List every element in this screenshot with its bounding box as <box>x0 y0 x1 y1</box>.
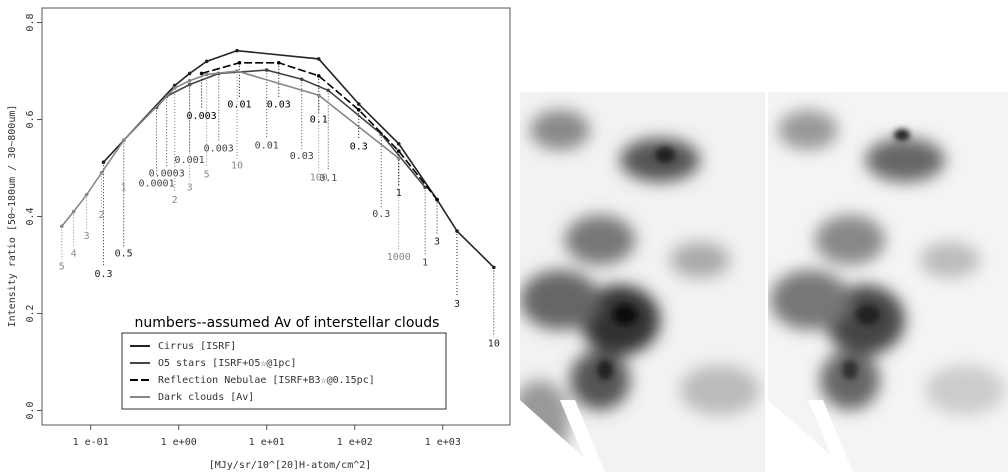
data-point <box>204 72 209 77</box>
x-tick-label: 1 e+01 <box>249 437 285 448</box>
point-label: 0.3 <box>350 142 368 153</box>
point-label: 0.0001 <box>138 179 174 190</box>
y-tick-label: 0.0 <box>25 401 36 419</box>
point-label: 0.003 <box>204 144 234 155</box>
data-point <box>84 192 89 197</box>
point-label: 1 <box>121 182 127 193</box>
data-point <box>235 48 239 53</box>
point-label: 5 <box>204 169 210 180</box>
y-tick-label: 0.4 <box>25 207 36 225</box>
legend-label: Dark clouds [Av] <box>158 392 254 403</box>
point-label: 1 <box>396 188 402 199</box>
legend-title: numbers--assumed Av of interstellar clou… <box>135 315 440 331</box>
data-point <box>326 88 331 93</box>
point-label: 0.3 <box>95 269 113 280</box>
data-point <box>264 68 269 72</box>
data-point <box>71 209 76 214</box>
data-point <box>396 156 401 161</box>
point-label: 0.003 <box>187 111 217 122</box>
point-label: 0.1 <box>319 173 337 184</box>
y-axis-label: Intensity ratio [50~180um / 30~800um] <box>7 105 18 328</box>
data-point <box>455 229 459 233</box>
map-image <box>520 92 765 472</box>
point-label: 2 <box>172 195 178 206</box>
data-point <box>356 108 361 112</box>
x-tick-label: 1 e+02 <box>337 437 373 448</box>
point-label: 3 <box>84 231 90 242</box>
point-label: 1000 <box>387 252 411 263</box>
y-tick-label: 0.2 <box>25 304 36 322</box>
point-label: 4 <box>71 248 77 259</box>
point-label: 3 <box>454 299 460 310</box>
point-label: 0.0003 <box>149 168 185 179</box>
data-point <box>235 69 239 73</box>
point-label: 2 <box>99 210 105 221</box>
x-tick-label: 1 e-01 <box>73 437 109 448</box>
legend-label: Cirrus [ISRF] <box>158 341 236 352</box>
data-point <box>316 57 321 61</box>
point-label: 0.03 <box>267 99 291 110</box>
point-label: 3 <box>187 182 193 193</box>
point-label: 3 <box>434 237 440 248</box>
y-tick-label: 0.6 <box>25 110 36 128</box>
point-label: 1 <box>422 258 428 269</box>
x-tick-label: 1 e+03 <box>425 437 461 448</box>
data-point <box>435 197 439 202</box>
x-tick-label: 1 e+00 <box>161 437 197 448</box>
point-label: 0.01 <box>227 99 251 110</box>
legend-label: Reflection Nebulae [ISRF+B3☆@0.15pc] <box>158 375 375 386</box>
data-point <box>276 60 281 65</box>
legend-label: O5 stars [ISRF+O5☆@1pc] <box>158 358 296 369</box>
x-axis-label: [MJy/sr/10^[20]H-atom/cm^2] <box>209 460 372 471</box>
data-point <box>172 86 177 90</box>
data-point <box>237 60 242 65</box>
data-point <box>316 74 321 78</box>
data-point <box>316 93 321 98</box>
data-point <box>356 102 361 106</box>
data-point <box>187 78 192 83</box>
data-point <box>204 59 209 64</box>
point-label: 5 <box>59 261 65 272</box>
point-label: 0.5 <box>115 248 133 259</box>
point-label: 0.3 <box>372 209 390 220</box>
data-point <box>492 265 496 270</box>
data-point <box>199 71 204 76</box>
map-image <box>768 92 1008 472</box>
point-label: 10 <box>488 339 500 350</box>
point-label: 10 <box>231 161 243 172</box>
data-point <box>187 71 192 76</box>
point-label: 0.001 <box>175 155 205 166</box>
data-point <box>101 160 106 164</box>
data-point <box>121 138 126 143</box>
data-point <box>60 224 64 228</box>
data-point <box>396 149 401 153</box>
y-tick-label: 0.8 <box>25 14 36 32</box>
data-point <box>299 77 304 82</box>
data-point <box>396 141 401 146</box>
legend-box <box>121 332 447 410</box>
point-label: 100 <box>310 173 328 184</box>
point-label: 0.01 <box>255 141 279 152</box>
point-label: 0.03 <box>290 151 314 162</box>
data-point <box>99 171 104 175</box>
